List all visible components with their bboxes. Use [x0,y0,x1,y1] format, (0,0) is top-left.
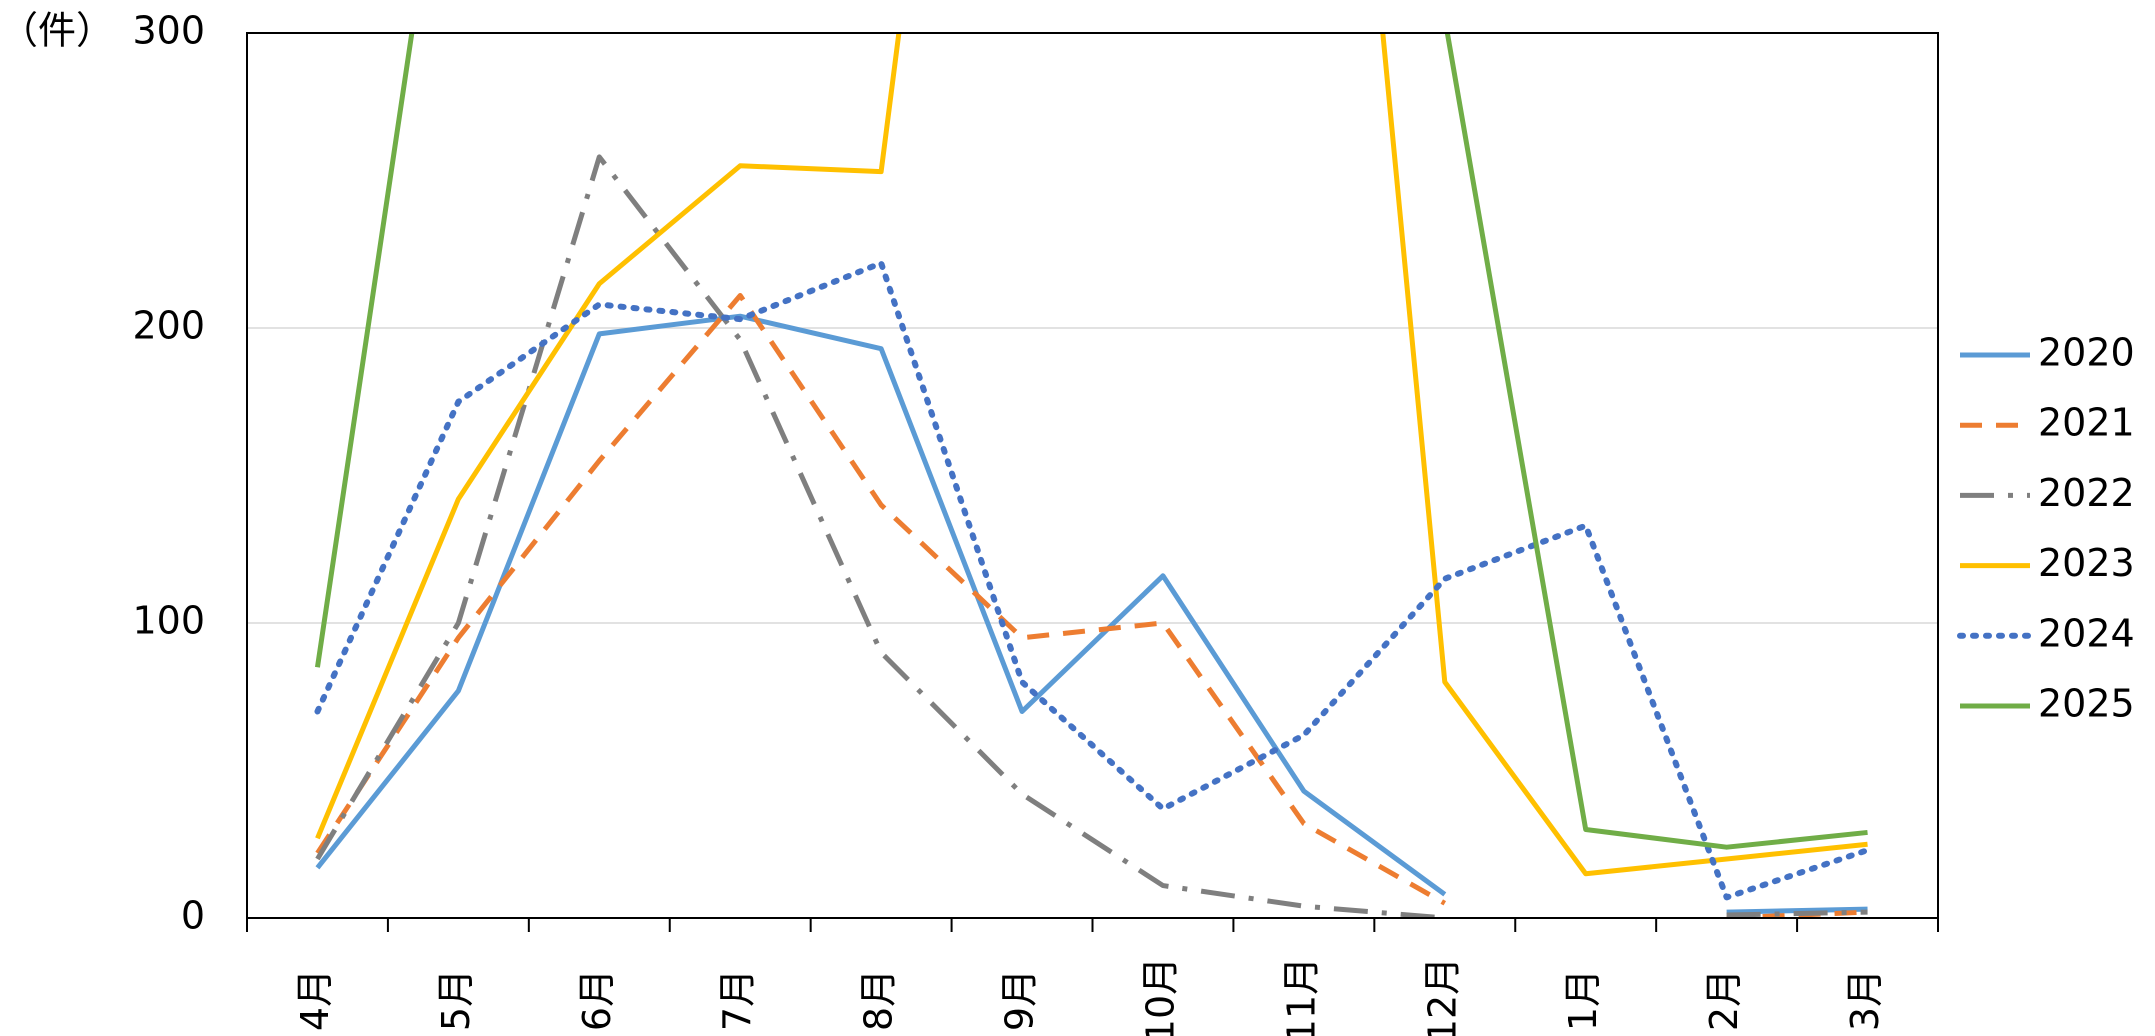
x-tick-label: 6月 [575,969,619,1031]
x-tick-label: 5月 [434,969,478,1031]
y-tick-label: 300 [132,9,205,53]
series-line [315,313,1868,915]
x-tick-label: 10月 [1138,957,1182,1036]
legend-label: 2022 [2038,471,2135,515]
plot-area [314,33,1871,918]
y-tick-label: 0 [181,894,205,938]
legend-label: 2021 [2038,401,2135,445]
legend-label: 2025 [2038,682,2135,726]
legend-label: 2020 [2038,331,2135,375]
series-line [315,154,1868,918]
y-tick-label: 100 [132,599,205,643]
series-line [315,293,1868,918]
x-tick-label: 4月 [293,969,337,1031]
y-tick-label: 200 [132,304,205,348]
x-tick-label: 8月 [857,969,901,1031]
legend-label: 2023 [2038,541,2135,585]
y-axis-label: （件） [0,9,114,53]
x-tick-label: 9月 [998,969,1042,1031]
series-line [314,260,1871,901]
x-tick-label: 1月 [1561,969,1605,1031]
x-tick-label: 11月 [1279,957,1323,1036]
x-tick-label: 12月 [1420,957,1464,1036]
x-tick-label: 2月 [1702,969,1746,1031]
legend-label: 2024 [2038,611,2135,655]
series-line [314,33,1868,850]
x-tick-label: 3月 [1843,969,1887,1031]
x-tick-label: 7月 [716,969,760,1031]
